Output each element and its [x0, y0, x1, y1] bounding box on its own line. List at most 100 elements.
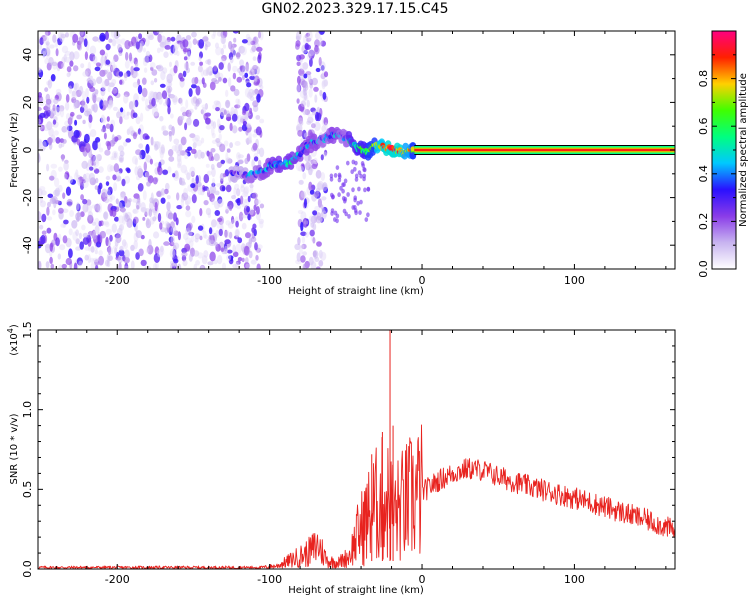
noise-speck [125, 51, 129, 61]
noise-speck [68, 248, 73, 259]
noise-speck [252, 133, 258, 138]
noise-speck [307, 74, 312, 83]
noise-speck [235, 98, 240, 104]
y-tick-label: 0.0 [21, 560, 34, 578]
noise-speck [135, 149, 142, 156]
noise-speck [187, 222, 193, 230]
x-tick-label: -100 [257, 573, 282, 586]
noise-speck [73, 51, 80, 60]
noise-speck [156, 92, 162, 100]
noise-speck [89, 53, 96, 62]
noise-speck [67, 175, 74, 184]
noise-speck [176, 205, 183, 210]
noise-speck [193, 263, 198, 269]
noise-speck [138, 248, 144, 257]
noise-speck [49, 110, 54, 118]
noise-speck [40, 234, 46, 245]
noise-speck [200, 68, 204, 77]
noise-speck [259, 147, 265, 158]
noise-speck [128, 101, 134, 110]
noise-speck [45, 243, 52, 254]
noise-speck [229, 256, 234, 262]
noise-speck [84, 51, 88, 60]
noise-speck [75, 229, 79, 236]
noise-speck [104, 221, 110, 228]
noise-speck [142, 190, 147, 201]
noise-speck [107, 190, 112, 196]
noise-speck [200, 151, 205, 159]
noise-speck [160, 245, 164, 253]
noise-speck [46, 121, 53, 131]
noise-speck [310, 159, 317, 165]
noise-speck [102, 221, 106, 226]
noise-speck [104, 31, 109, 40]
noise-speck [45, 261, 50, 269]
spectrogram-x-axis: -200 -100 0 100 [55, 31, 667, 287]
noise-speck [321, 196, 327, 201]
noise-speck [220, 221, 224, 230]
noise-speck [249, 107, 253, 115]
noise-speck [114, 239, 119, 247]
noise-speck [84, 68, 92, 77]
noise-speck [57, 37, 63, 46]
noise-speck [231, 215, 235, 225]
noise-speck [38, 44, 43, 50]
noise-speck [76, 138, 81, 146]
noise-speck [82, 198, 88, 205]
noise-speck [80, 146, 86, 153]
noise-speck [165, 97, 169, 106]
noise-speck [212, 31, 217, 37]
noise-speck [333, 173, 338, 178]
noise-speck [177, 98, 183, 104]
noise-speck [132, 208, 137, 214]
noise-speck [94, 249, 98, 255]
noise-speck [197, 225, 204, 231]
noise-speck [49, 242, 53, 252]
noise-speck [173, 42, 180, 50]
noise-speck [320, 65, 325, 71]
noise-speck [351, 187, 355, 193]
noise-speck [245, 78, 250, 84]
noise-speck [110, 156, 115, 161]
noise-speck [219, 125, 225, 131]
noise-speck [104, 220, 109, 226]
noise-speck [202, 230, 207, 239]
noise-speck [117, 255, 124, 264]
noise-speck [150, 91, 156, 97]
noise-speck [251, 159, 255, 168]
noise-speck [90, 153, 95, 164]
noise-speck [316, 266, 321, 269]
noise-speck [301, 236, 306, 244]
noise-speck [154, 112, 160, 117]
noise-speck [107, 100, 113, 110]
noise-speck [187, 146, 193, 151]
noise-speck [259, 220, 264, 229]
noise-speck [168, 156, 175, 162]
noise-speck [195, 260, 201, 266]
noise-speck [309, 57, 313, 67]
snr-y-axis: 0.0 0.5 1.0 1.5 [21, 321, 675, 578]
noise-speck [188, 253, 193, 262]
noise-speck [190, 183, 196, 189]
noise-speck [163, 51, 169, 58]
noise-speck [124, 212, 129, 219]
noise-speck [356, 200, 360, 206]
noise-speck [237, 154, 244, 159]
noise-speck [143, 56, 150, 63]
noise-speck [173, 242, 180, 250]
noise-speck [59, 244, 66, 251]
noise-speck [361, 163, 366, 169]
noise-speck [69, 51, 75, 61]
noise-speck [38, 212, 43, 218]
noise-speck [296, 61, 301, 67]
noise-speck [144, 211, 148, 217]
noise-speck [193, 118, 200, 127]
noise-speck [66, 66, 72, 73]
noise-speck [239, 65, 244, 71]
noise-speck [188, 240, 194, 248]
noise-speck [351, 205, 356, 210]
noise-speck [313, 86, 319, 92]
noise-speck [233, 37, 237, 43]
noise-speck [156, 191, 162, 197]
noise-speck [180, 196, 185, 203]
